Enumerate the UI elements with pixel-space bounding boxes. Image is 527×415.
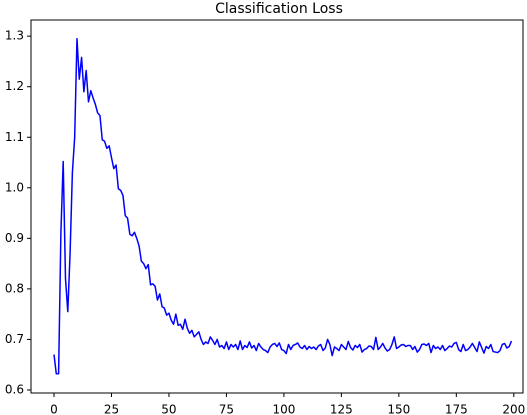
y-tick-label: 1.1 [5,130,24,144]
x-tick-label: 75 [219,403,234,415]
y-tick-label: 0.8 [5,281,24,295]
line-series [53,37,513,375]
y-tick-label: 0.9 [5,231,24,245]
y-tick-label: 1.3 [5,29,24,43]
y-tick-label: 0.7 [5,332,24,346]
x-tick-label: 50 [161,403,176,415]
y-tick-label: 0.6 [5,382,24,396]
x-tick-label: 150 [387,403,410,415]
x-tick-label: 0 [50,403,58,415]
x-tick-label: 200 [502,403,525,415]
x-tick-label: 100 [272,403,295,415]
x-tick-label: 175 [445,403,468,415]
axes-frame [30,19,524,394]
y-tick-label: 1.2 [5,79,24,93]
chart-title: Classification Loss [215,1,343,17]
y-tick-label: 1.0 [5,180,24,194]
x-tick-label: 125 [330,403,353,415]
x-tick-label: 25 [104,403,119,415]
